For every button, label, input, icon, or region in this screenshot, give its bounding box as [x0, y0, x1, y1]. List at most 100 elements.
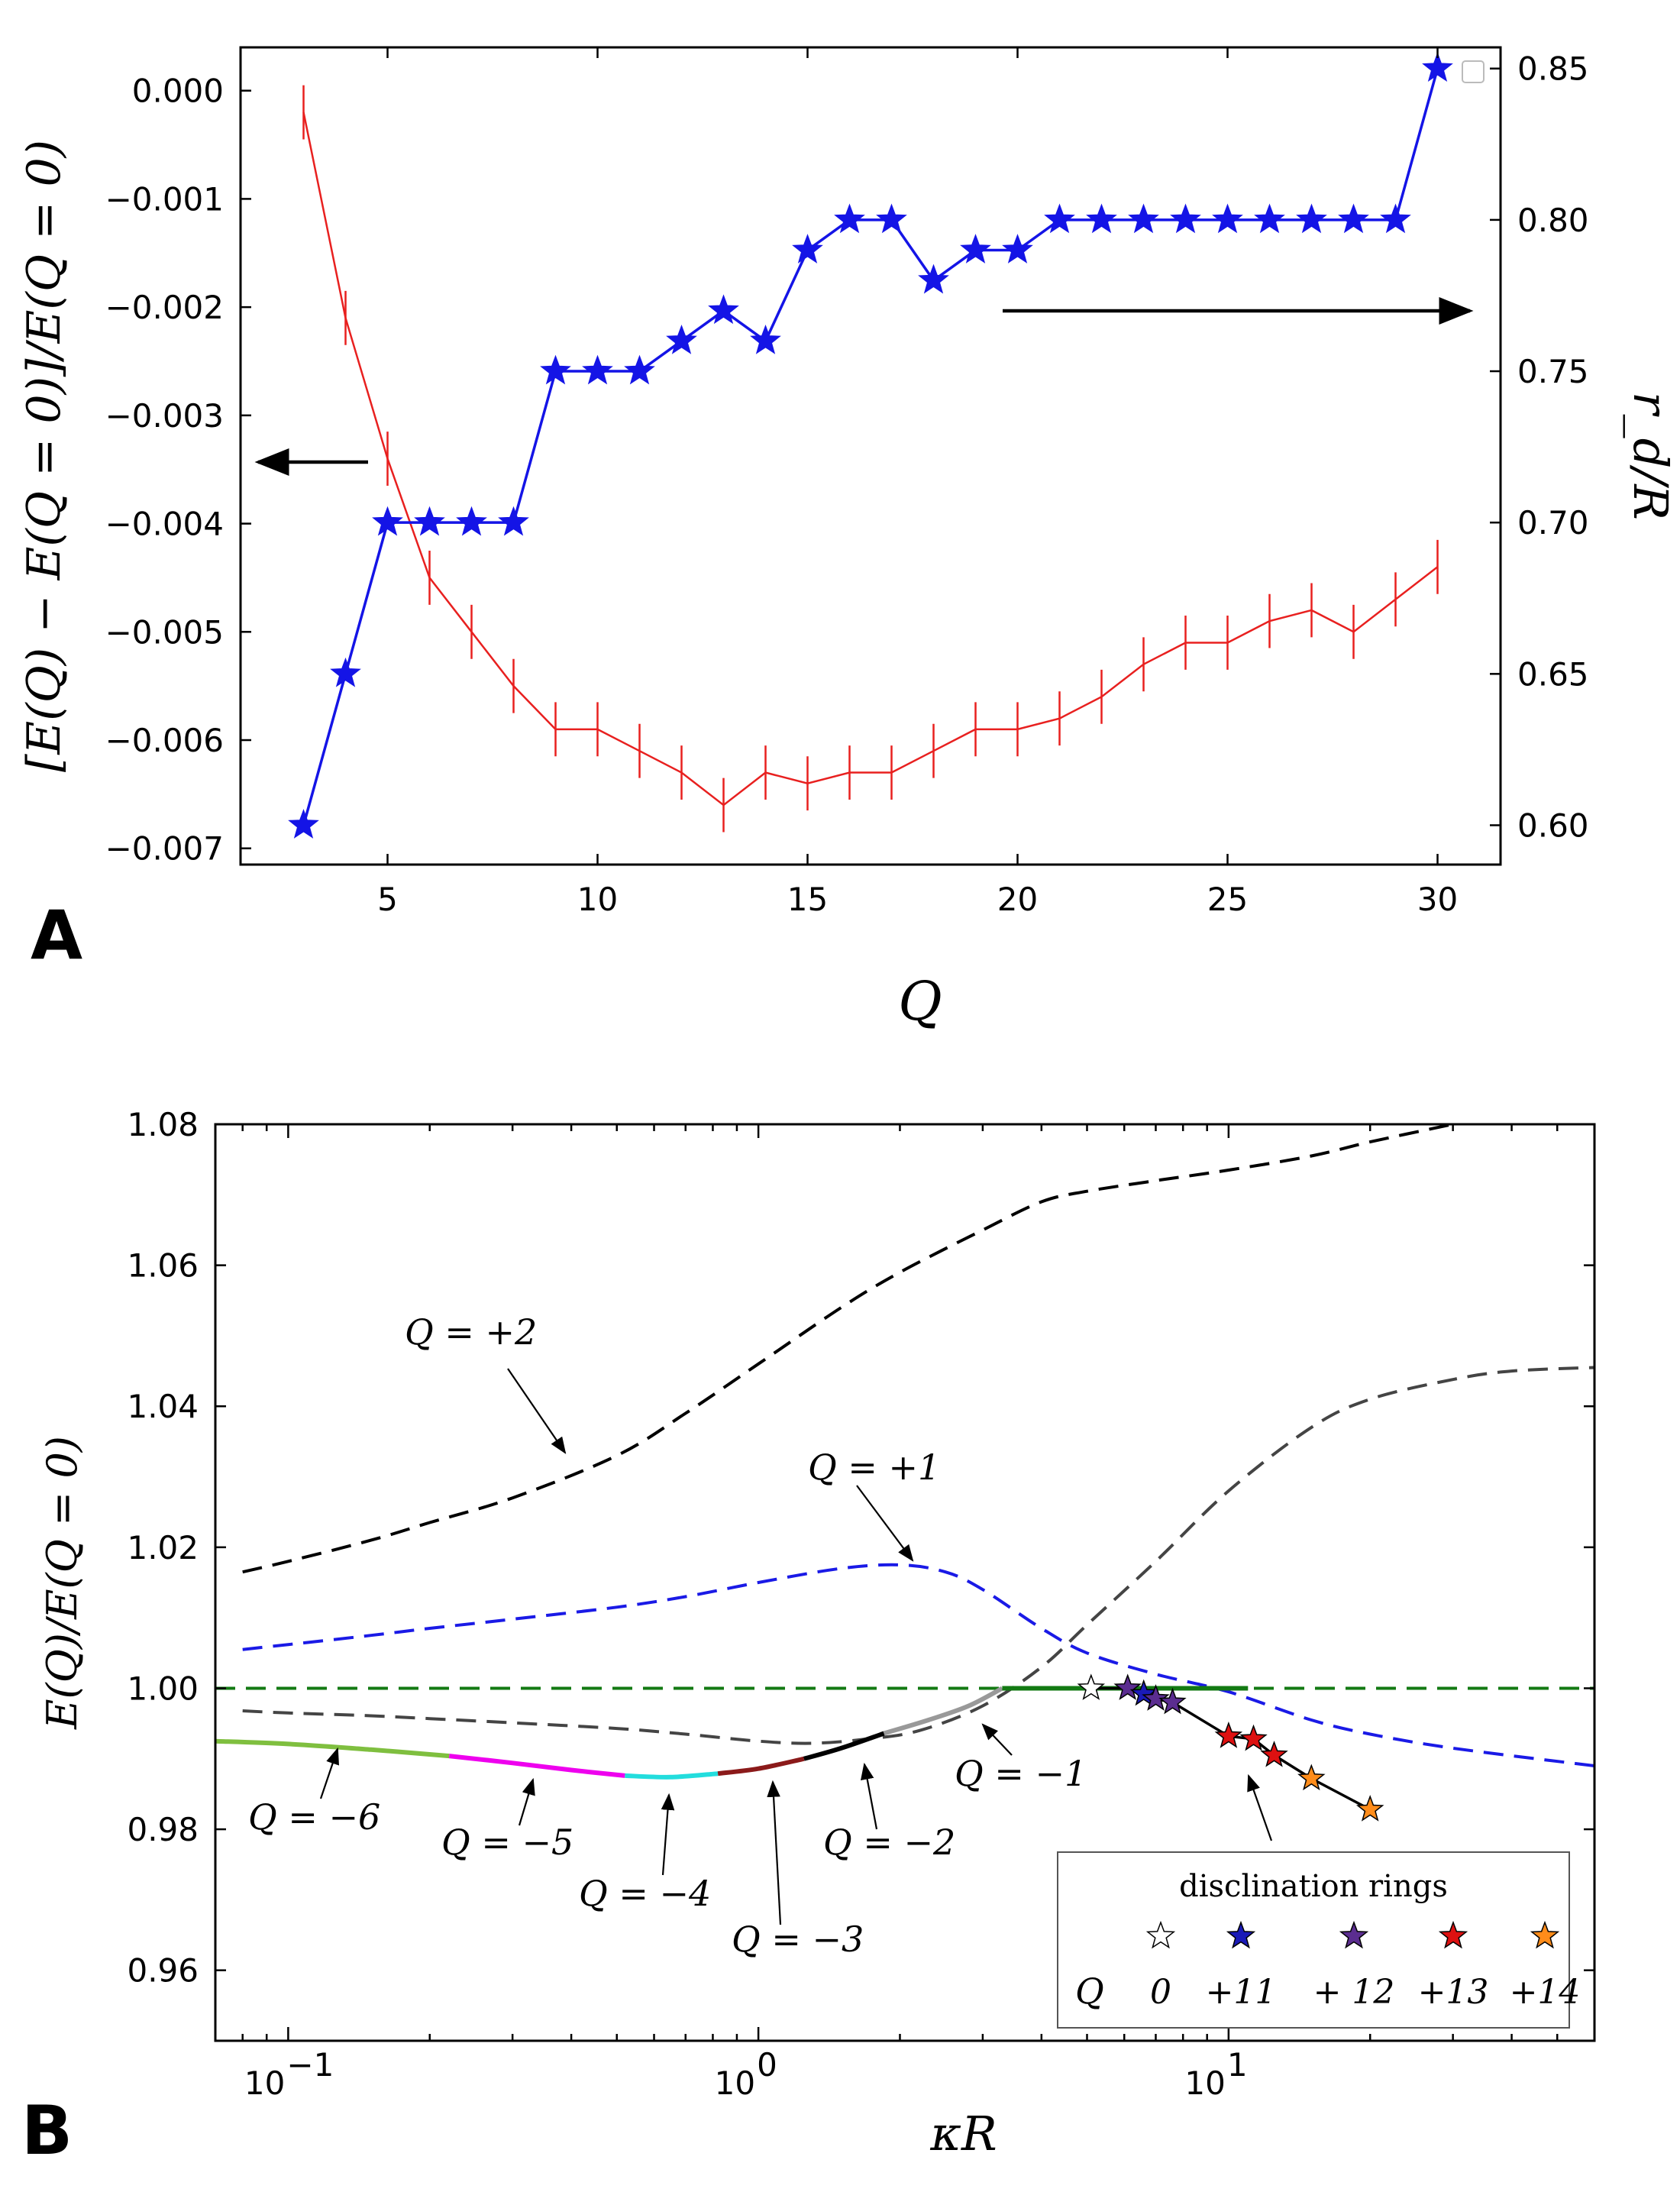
- panel-a-label: A: [31, 896, 82, 975]
- y-tick-right-label: 0.80: [1517, 202, 1589, 239]
- x-tick-label-base: 10: [715, 2064, 755, 2102]
- disclination-ring-point: [1113, 1673, 1142, 1700]
- panel-a-left-ylabel: [E(Q) − E(Q = 0)]/E(Q = 0): [18, 140, 71, 772]
- rd-point: [1338, 203, 1369, 234]
- curve-1: [242, 1563, 1594, 1767]
- y-tick-label: −0.001: [105, 180, 224, 218]
- panel-b-x-ticks: 10 −1 10 0 10 1: [214, 1124, 1596, 2102]
- y-tick-label: −0.003: [105, 397, 224, 435]
- energy-series: [302, 85, 1439, 833]
- rd-point: [1296, 203, 1327, 234]
- rd-line: [302, 68, 1439, 826]
- panel-b-curves: [215, 1124, 1594, 1822]
- rd-point: [456, 506, 487, 536]
- legend-label: +11: [1206, 1973, 1277, 2012]
- annotation-q-minus-4: Q = −4: [579, 1793, 711, 1914]
- panel-b-ylabel: E(Q)/E(Q = 0): [38, 1436, 86, 1730]
- panel-a-right-ylabel: r_d/R: [1623, 392, 1678, 520]
- y-tick-label: −0.006: [105, 722, 224, 759]
- rd-point: [1170, 203, 1201, 234]
- y-tick-label: 1.02: [127, 1529, 199, 1566]
- x-tick-label-base: 10: [1184, 2064, 1225, 2102]
- y-tick-label: 1.04: [127, 1388, 199, 1425]
- rd-point: [1086, 203, 1117, 234]
- annotation-q-minus-6: Q = −6: [248, 1747, 380, 1838]
- disclination-ring-point: [1260, 1741, 1288, 1767]
- legend-label: + 12: [1313, 1973, 1395, 2012]
- x-tick-label: 5: [377, 881, 398, 918]
- rd-point: [1002, 234, 1033, 263]
- disclination-ring-point: [1239, 1724, 1268, 1751]
- annotation-q-plus-1-label: Q = +1: [808, 1447, 940, 1488]
- rd-point: [792, 234, 823, 263]
- rd-point: [1422, 52, 1453, 82]
- panel-a-right-ticks: 0.60 0.65 0.70 0.75 0.80 0.85: [1490, 50, 1589, 844]
- x-tick-label-exponent: 0: [757, 2046, 777, 2084]
- curve-4: [215, 1738, 450, 1759]
- panel-b: B 10 −1 10 0 10 1 0.960.981.001.021.041.061.0…: [21, 1106, 1596, 2170]
- disclination-ring-point: [1355, 1795, 1384, 1822]
- legend: disclination rings Q 0 +11 + 12 +13 +14: [1057, 1851, 1580, 2029]
- panel-a: A 5 10 15 20 25 30 0.000 −0.001 −0.002 −0.003 −0.…: [18, 46, 1678, 1033]
- curve-6: [625, 1771, 719, 1780]
- rd-point: [750, 324, 781, 354]
- legend-star: [1530, 1920, 1560, 1949]
- rd-point: [918, 263, 949, 294]
- disclination-ring-point: [1214, 1722, 1243, 1748]
- annotation-q-minus-4-label: Q = −4: [579, 1873, 711, 1914]
- curve-0: [242, 1124, 1454, 1574]
- x-tick-label-base: 10: [244, 2064, 285, 2102]
- rd-point: [1212, 203, 1243, 234]
- disclination-ring-point: [1142, 1684, 1170, 1711]
- rd-point: [1254, 203, 1285, 234]
- x-tick-label: 25: [1207, 881, 1248, 918]
- y-tick-label: −0.004: [105, 506, 224, 543]
- annotation-q-minus-6-label: Q = −6: [248, 1796, 380, 1838]
- panel-b-frame: [214, 1123, 1596, 2042]
- curve-5: [448, 1754, 625, 1778]
- rd-point: [372, 506, 403, 536]
- rd-point: [288, 809, 319, 839]
- disclination-ring-point: [1129, 1679, 1158, 1706]
- panel-a-frame: [239, 46, 1502, 866]
- y-tick-label: 0.96: [127, 1952, 199, 1990]
- disclination-ring-point: [1297, 1764, 1326, 1791]
- rd-series: [288, 52, 1453, 839]
- y-tick-label: 0.98: [127, 1811, 199, 1848]
- annotation-q-minus-2-label: Q = −2: [823, 1822, 955, 1863]
- legend-star: [1438, 1920, 1468, 1949]
- curve-3: [242, 1366, 1594, 1745]
- rd-point: [834, 203, 865, 234]
- legend-row-label: Q: [1075, 1971, 1104, 2012]
- annotation-q-minus-1: Q = −1: [955, 1723, 1087, 1794]
- x-tick-label: 20: [997, 881, 1038, 918]
- curve-7: [717, 1756, 805, 1777]
- annotation-q-plus-2-label: Q = +2: [405, 1311, 537, 1353]
- panel-a-x-ticks: 5 10 15 20 25 30: [377, 47, 1458, 918]
- legend-star: [1226, 1920, 1256, 1949]
- x-tick-label: 10: [577, 881, 618, 918]
- disclination-rings-arrow: [1247, 1773, 1273, 1841]
- rd-point: [330, 657, 361, 687]
- y-tick-label: −0.002: [105, 289, 224, 326]
- annotation-q-plus-2: Q = +2: [405, 1311, 567, 1454]
- rd-point: [708, 294, 739, 325]
- y-tick-right-label: 0.70: [1517, 504, 1589, 542]
- annotation-q-minus-5: Q = −5: [441, 1777, 573, 1863]
- panel-a-left-ticks: 0.000 −0.001 −0.002 −0.003 −0.004 −0.005 −0.00…: [105, 73, 251, 868]
- annotation-q-minus-2: Q = −2: [823, 1762, 955, 1863]
- rd-point: [1044, 203, 1075, 234]
- panel-b-xlabel: κR: [929, 2106, 997, 2161]
- annotation-q-plus-1: Q = +1: [808, 1447, 940, 1562]
- legend-label: 0: [1150, 1973, 1171, 2012]
- rd-point: [414, 506, 445, 536]
- y-tick-right-label: 0.75: [1517, 353, 1589, 390]
- y-tick-label: −0.007: [105, 830, 224, 868]
- y-tick-label: −0.005: [105, 613, 224, 651]
- legend-label: +13: [1418, 1973, 1489, 2012]
- annotation-q-minus-5-label: Q = −5: [441, 1822, 573, 1863]
- y-tick-label: 1.06: [127, 1247, 199, 1285]
- x-tick-label-exponent: −1: [286, 2046, 334, 2084]
- panel-a-xlabel: Q: [898, 970, 942, 1033]
- legend-star: [1145, 1920, 1176, 1949]
